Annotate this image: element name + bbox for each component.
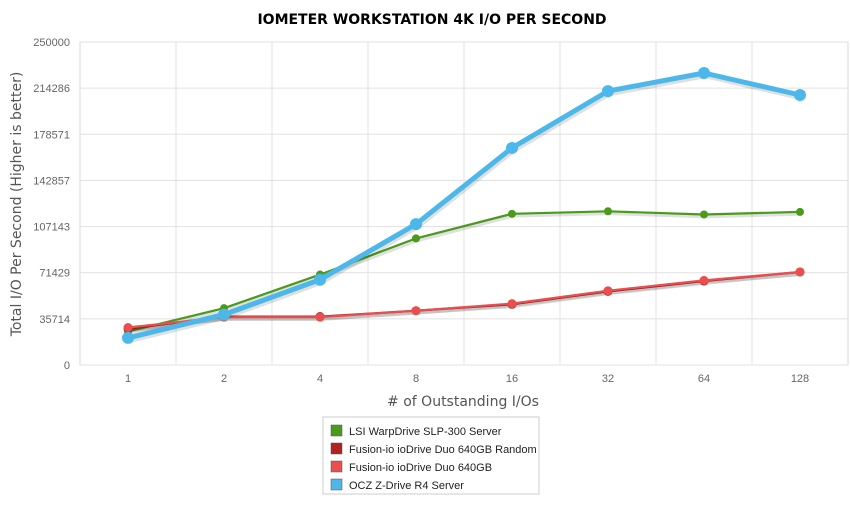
data-point bbox=[218, 308, 230, 321]
y-tick-label: 71429 bbox=[39, 268, 70, 280]
series-line-shadow bbox=[128, 272, 802, 333]
grid bbox=[79, 41, 849, 366]
data-point bbox=[796, 207, 804, 216]
legend-swatch bbox=[330, 478, 343, 491]
data-point bbox=[506, 141, 518, 154]
data-point bbox=[604, 207, 612, 216]
legend-swatch bbox=[330, 460, 343, 473]
data-point bbox=[411, 306, 421, 316]
series-layer bbox=[122, 67, 806, 344]
x-tick-label: 1 bbox=[125, 373, 131, 385]
legend: LSI WarpDrive SLP-300 Server Fusion-io io… bbox=[322, 416, 540, 495]
data-point bbox=[122, 331, 134, 344]
x-tick-label: 16 bbox=[506, 373, 518, 385]
y-tick-label: 0 bbox=[64, 360, 70, 372]
y-tick-label: 250000 bbox=[33, 37, 70, 49]
data-point bbox=[508, 209, 516, 218]
data-point bbox=[700, 210, 708, 219]
series-line-shadow bbox=[128, 272, 802, 332]
data-point bbox=[698, 67, 710, 80]
y-tick-label: 214286 bbox=[33, 83, 70, 95]
data-point bbox=[315, 312, 325, 322]
x-tick-label: 2 bbox=[221, 373, 227, 385]
data-point bbox=[410, 218, 422, 231]
y-axis-title: Total I/O Per Second (Higher is better) bbox=[9, 72, 25, 338]
series-line bbox=[127, 210, 801, 333]
legend-label: OCZ Z-Drive R4 Server bbox=[349, 480, 464, 492]
data-point bbox=[699, 275, 709, 285]
x-axis-title: # of Outstanding I/Os bbox=[387, 394, 539, 410]
series-line bbox=[127, 70, 801, 341]
legend-item: OCZ Z-Drive R4 Server bbox=[330, 478, 464, 492]
data-point bbox=[507, 299, 517, 309]
legend-swatch bbox=[330, 442, 343, 455]
x-tick-label: 8 bbox=[413, 373, 419, 385]
legend-item: Fusion-io ioDrive Duo 640GB Random bbox=[330, 442, 537, 456]
x-tick-label: 64 bbox=[698, 373, 710, 385]
y-tick-label: 142857 bbox=[33, 175, 70, 187]
legend-label: LSI WarpDrive SLP-300 Server bbox=[349, 426, 502, 438]
y-tick-label: 178571 bbox=[33, 129, 70, 141]
series-line bbox=[127, 270, 801, 329]
series-ocz-z-drive-r4-server bbox=[122, 67, 806, 344]
series-line-shadow bbox=[128, 71, 802, 344]
data-point bbox=[123, 323, 133, 333]
y-tick-label: 107143 bbox=[33, 222, 70, 234]
data-point bbox=[603, 286, 613, 296]
data-point bbox=[795, 267, 805, 277]
data-point bbox=[314, 273, 326, 286]
y-tick-label: 35714 bbox=[39, 314, 70, 326]
chart-title: IOMETER WORKSTATION 4K I/O PER SECOND bbox=[257, 12, 606, 28]
series-fusion-io-iodrive-duo-640gb bbox=[123, 267, 805, 333]
legend-label: Fusion-io ioDrive Duo 640GB Random bbox=[349, 444, 537, 456]
x-tick-label: 32 bbox=[602, 373, 614, 385]
legend-item: LSI WarpDrive SLP-300 Server bbox=[330, 424, 502, 438]
legend-item: Fusion-io ioDrive Duo 640GB bbox=[330, 460, 492, 474]
x-tick-label: 4 bbox=[317, 373, 323, 385]
data-point bbox=[602, 85, 614, 98]
y-axis-ticks: 0 35714 71429 107143 142857 178571 214286 25000… bbox=[33, 37, 70, 372]
legend-box bbox=[322, 416, 540, 495]
data-point bbox=[794, 88, 806, 101]
x-tick-label: 128 bbox=[791, 373, 809, 385]
legend-label: Fusion-io ioDrive Duo 640GB bbox=[349, 462, 492, 474]
series-line-shadow bbox=[128, 211, 802, 336]
legend-swatch bbox=[330, 424, 343, 437]
x-axis-ticks: 1 2 4 8 16 32 64 128 bbox=[125, 373, 809, 385]
data-point bbox=[412, 234, 420, 243]
